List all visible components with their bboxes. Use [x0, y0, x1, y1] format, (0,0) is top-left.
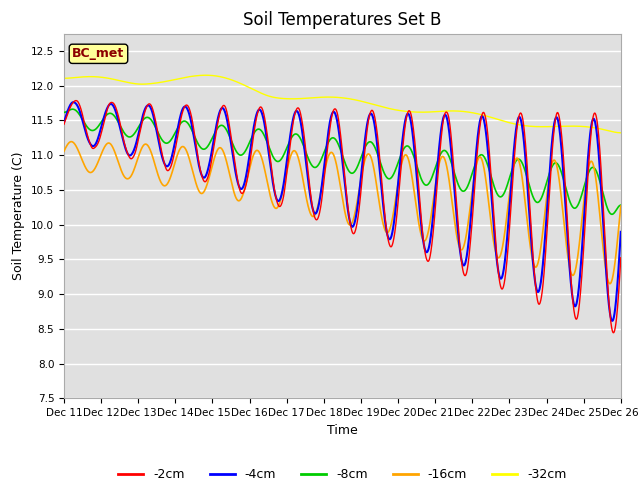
X-axis label: Time: Time	[327, 424, 358, 437]
Text: BC_met: BC_met	[72, 48, 125, 60]
Y-axis label: Soil Temperature (C): Soil Temperature (C)	[12, 152, 26, 280]
Title: Soil Temperatures Set B: Soil Temperatures Set B	[243, 11, 442, 29]
Legend: -2cm, -4cm, -8cm, -16cm, -32cm: -2cm, -4cm, -8cm, -16cm, -32cm	[113, 463, 572, 480]
